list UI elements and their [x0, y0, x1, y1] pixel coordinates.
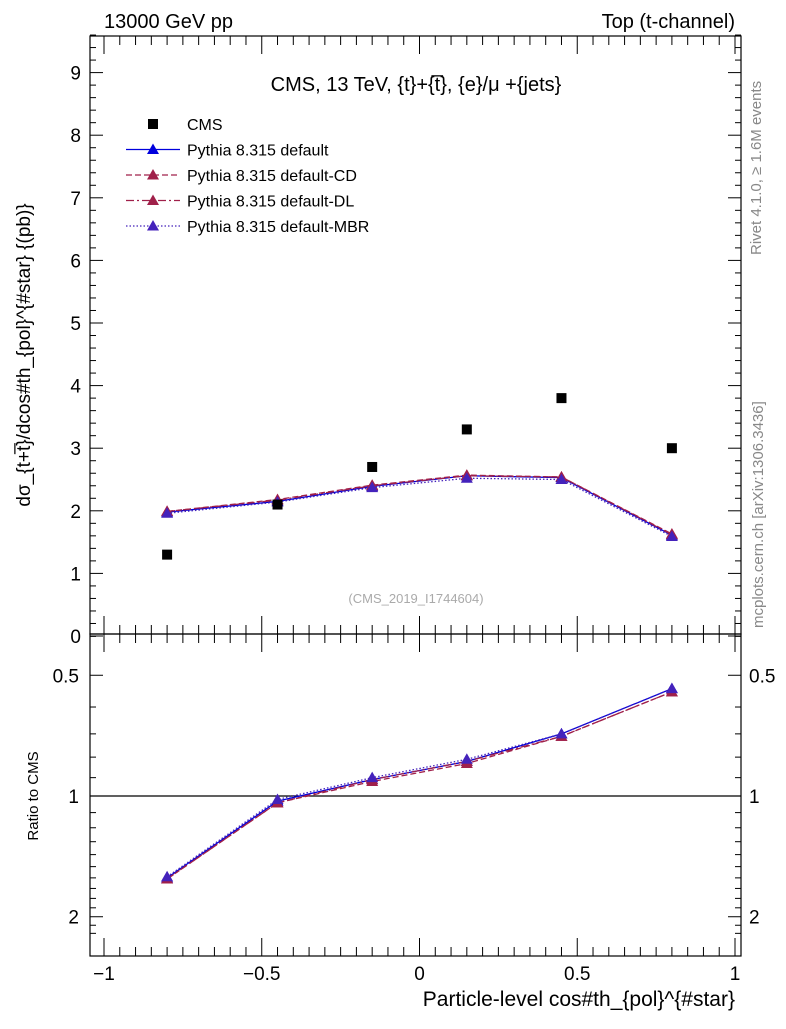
- top-series-marker: [161, 507, 174, 518]
- bottom-panel-frame: [89, 633, 742, 957]
- x-tick-label: −1: [93, 964, 115, 985]
- bottom-series-marker: [460, 753, 473, 764]
- top-series-line: [167, 477, 673, 538]
- bottom-series-marker: [665, 682, 678, 694]
- top-ytick-label: 5: [70, 314, 81, 335]
- top-series-marker: [366, 481, 379, 493]
- cms-data-point: [666, 443, 677, 454]
- top-ytick-label: 0: [70, 627, 81, 648]
- legend-label: Pythia 8.315 default: [187, 143, 329, 160]
- top-ytick-label: 7: [70, 189, 81, 210]
- legend-marker: [147, 169, 159, 180]
- legend-marker: [147, 220, 159, 231]
- cms-data-point: [461, 424, 472, 435]
- top-series-marker: [665, 530, 678, 541]
- bottom-series-marker: [161, 870, 174, 882]
- analysis-id: (CMS_2019_I1744604): [348, 591, 483, 606]
- bottom-series-marker: [366, 771, 379, 783]
- top-ytick-label: 2: [70, 502, 81, 523]
- top-series-marker: [460, 472, 473, 483]
- legend-label: Pythia 8.315 default-CD: [187, 168, 357, 185]
- legend-label: Pythia 8.315 default-MBR: [187, 219, 369, 236]
- legend-marker: [147, 194, 159, 205]
- bottom-series-0: [161, 682, 678, 883]
- bottom-series-line: [166, 691, 673, 880]
- legend-cms-marker: [148, 119, 158, 129]
- x-tick-label: −0.5: [243, 964, 281, 985]
- legend-marker: [147, 143, 159, 154]
- legend-label: CMS: [187, 117, 223, 134]
- bottom-ytick-label: 1: [68, 787, 79, 808]
- x-axis-label: Particle-level cos#th_{pol}^{#star}: [423, 988, 735, 1011]
- bottom-ytick-label-right: 1: [749, 787, 760, 808]
- bottom-ylabel: Ratio to CMS: [25, 751, 42, 840]
- top-ytick-label: 6: [70, 251, 81, 272]
- mcplots-label: mcplots.cern.ch [arXiv:1306.3436]: [750, 401, 767, 628]
- bottom-series-line: [166, 688, 673, 878]
- x-tick-label: 0: [414, 964, 425, 985]
- bottom-ytick-label-right: 2: [749, 908, 760, 929]
- header-left: 13000 GeV pp: [104, 11, 233, 33]
- top-series-line: [167, 475, 673, 536]
- bottom-series-1: [161, 685, 678, 884]
- top-ylabel: dσ_{t+t̅}/dcos#th_{pol}^{#star} {(pb)}: [14, 203, 35, 506]
- cms-data-point: [556, 393, 567, 404]
- bottom-ytick-label: 0.5: [53, 666, 79, 687]
- legend-label: Pythia 8.315 default-DL: [187, 194, 354, 211]
- bottom-series-marker: [271, 793, 284, 804]
- rivet-label: Rivet 4.1.0, ≥ 1.6M events: [748, 81, 765, 255]
- bottom-ytick-label: 2: [68, 908, 79, 929]
- x-tick-label: 0.5: [564, 964, 590, 985]
- top-series-3: [161, 472, 678, 541]
- cms-data-point: [272, 499, 283, 510]
- bottom-series-2: [161, 685, 678, 884]
- header-right: Top (t-channel): [602, 11, 735, 33]
- cms-data-point: [162, 549, 173, 560]
- bottom-series-line: [166, 691, 673, 880]
- top-title: CMS, 13 TeV, {t}+{t̅}, {e}/μ +{jets}: [271, 74, 562, 96]
- top-ytick-label: 1: [70, 564, 81, 585]
- top-series-marker: [555, 473, 568, 484]
- bottom-series-marker: [555, 727, 568, 739]
- top-series-line: [167, 475, 673, 536]
- bottom-series-line: [166, 688, 673, 879]
- bottom-ytick-label-right: 0.5: [749, 666, 775, 687]
- x-tick-label: 1: [730, 964, 741, 985]
- cms-data-point: [367, 461, 378, 472]
- top-ytick-label: 8: [70, 126, 81, 147]
- top-ytick-label: 4: [70, 377, 81, 398]
- top-ytick-label: 3: [70, 439, 81, 460]
- top-ytick-label: 9: [70, 64, 81, 85]
- bottom-series-3: [161, 682, 678, 882]
